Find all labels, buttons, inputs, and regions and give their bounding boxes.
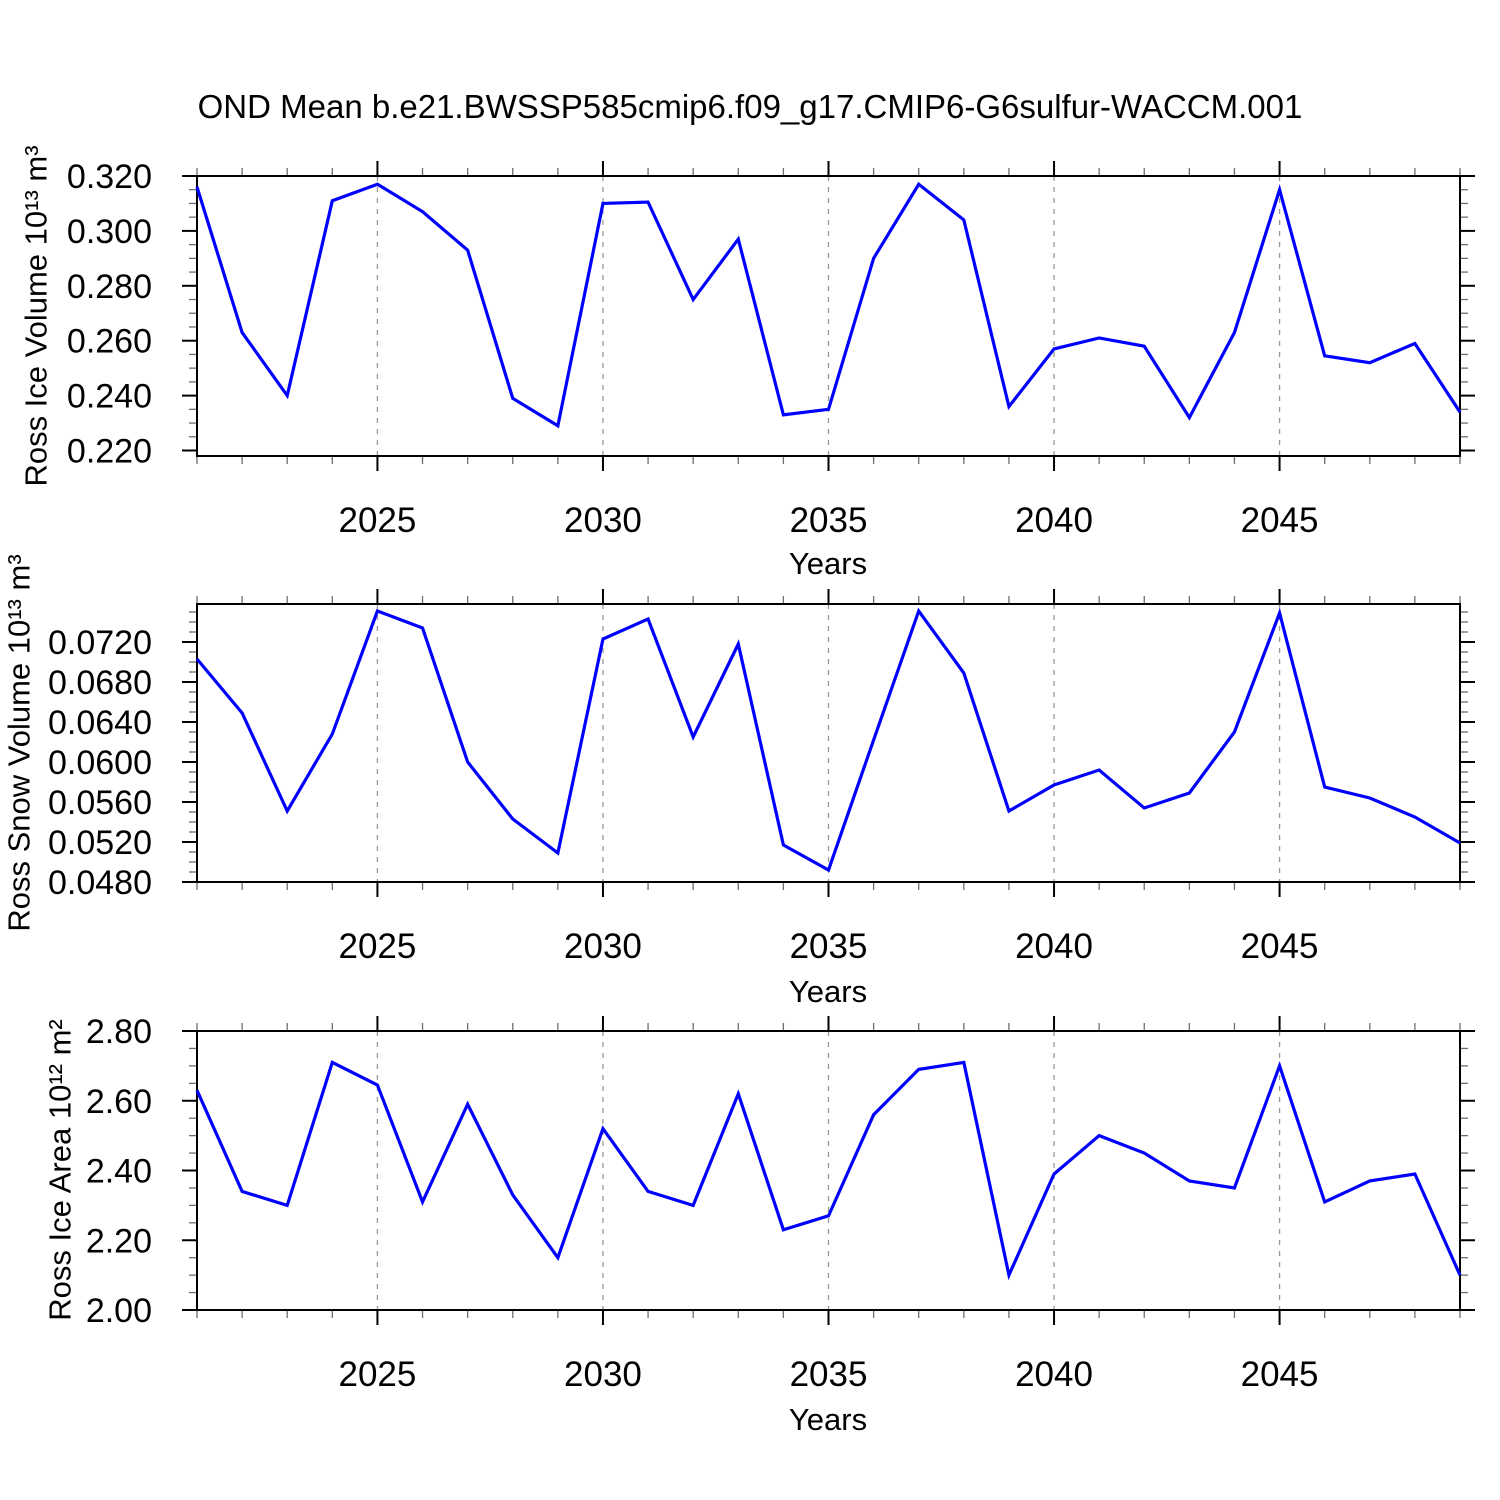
x-tick-label: 2030 [564, 1355, 642, 1394]
y-tick-label: 0.300 [67, 213, 152, 251]
y-tick-label: 0.0600 [48, 744, 152, 782]
y-tick-label: 0.320 [67, 158, 152, 196]
y-tick-label: 2.80 [86, 1013, 152, 1051]
x-tick-label: 2040 [1015, 1355, 1093, 1394]
x-tick-label: 2025 [338, 927, 416, 966]
y-axis-label-ice-volume: Ross Ice Volume 10¹³ m³ [18, 145, 54, 487]
y-tick-label: 0.0720 [48, 624, 152, 662]
y-tick-label: 2.20 [86, 1222, 152, 1260]
x-axis-label-years-panel1: Years [788, 546, 868, 581]
x-tick-label: 2035 [790, 1355, 868, 1394]
chart-title: OND Mean b.e21.BWSSP585cmip6.f09_g17.CMI… [197, 88, 1303, 125]
y-tick-label: 0.0680 [48, 664, 152, 702]
x-tick-label: 2025 [338, 1355, 416, 1394]
panel-ross-snow-volume: 0.04800.05200.05600.06000.06400.06800.07… [48, 589, 1475, 966]
y-tick-label: 0.0640 [48, 704, 152, 742]
data-line-ross-ice-volume [195, 181, 1462, 429]
x-tick-label: 2045 [1241, 927, 1319, 966]
x-tick-label: 2035 [790, 927, 868, 966]
x-tick-label: 2025 [338, 501, 416, 540]
panel-ross-ice-volume: 0.220 0.240 0.260 0.280 0.300 0.320 2025 2030 20… [67, 158, 1475, 540]
plot-frame [196, 1030, 1461, 1311]
x-tick-label: 2030 [564, 927, 642, 966]
y-tick-label: 0.260 [67, 323, 152, 361]
y-tick-label: 2.00 [86, 1292, 152, 1330]
data-line-ross-snow-volume [195, 607, 1461, 873]
y-tick-label: 0.0480 [48, 864, 152, 902]
x-tick-label: 2030 [564, 501, 642, 540]
x-tick-label: 2035 [790, 501, 868, 540]
data-line-ross-ice-area [195, 1060, 1462, 1281]
plot-frame [196, 603, 1461, 883]
y-tick-label: 2.60 [86, 1083, 152, 1121]
y-tick-label: 0.0560 [48, 784, 152, 822]
y-tick-label: 0.220 [67, 433, 152, 471]
x-tick-label: 2040 [1015, 501, 1093, 540]
x-axis-label-years-panel2: Years [788, 974, 868, 1009]
y-tick-label: 0.0520 [48, 824, 152, 862]
y-axis-label-ice-area: Ross Ice Area 10¹² m² [42, 1019, 78, 1321]
x-tick-label: 2045 [1241, 501, 1319, 540]
x-tick-label: 2040 [1015, 927, 1093, 966]
y-tick-label: 2.40 [86, 1153, 152, 1191]
y-tick-label: 0.240 [67, 378, 152, 416]
panel-ross-ice-area: 2.00 2.20 2.40 2.60 2.80 2025 2030 2035 2040 2045 [86, 1013, 1475, 1394]
y-axis-label-snow-volume: Ross Snow Volume 10¹³ m³ [1, 554, 37, 932]
x-axis-label-years-panel3: Years [788, 1402, 868, 1437]
y-tick-label: 0.280 [67, 268, 152, 306]
x-tick-label: 2045 [1241, 1355, 1319, 1394]
plot-frame [196, 175, 1461, 457]
